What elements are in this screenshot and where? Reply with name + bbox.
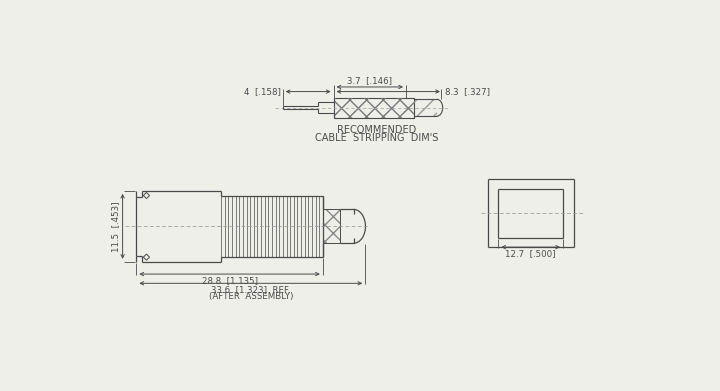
Text: 11.5  [.453]: 11.5 [.453]: [112, 201, 120, 251]
Text: 8.3  [.327]: 8.3 [.327]: [445, 87, 490, 96]
Text: RECOMMENDED: RECOMMENDED: [337, 126, 416, 135]
Text: 3.7  [.146]: 3.7 [.146]: [347, 75, 392, 84]
Bar: [333, 98, 414, 118]
Bar: [323, 210, 340, 243]
Polygon shape: [143, 254, 150, 260]
Text: 12.7  [.500]: 12.7 [.500]: [505, 249, 556, 258]
Text: CABLE  STRIPPING  DIM'S: CABLE STRIPPING DIM'S: [315, 133, 438, 143]
Text: 33.6  [1.323]  REF.: 33.6 [1.323] REF.: [211, 285, 290, 295]
Text: 28.8  [1.135]: 28.8 [1.135]: [202, 276, 258, 285]
Text: (AFTER  ASSEMBLY): (AFTER ASSEMBLY): [209, 292, 293, 301]
Bar: [333, 98, 414, 118]
Bar: [414, 99, 437, 116]
Text: 4  [.158]: 4 [.158]: [243, 87, 281, 96]
Polygon shape: [143, 192, 150, 199]
